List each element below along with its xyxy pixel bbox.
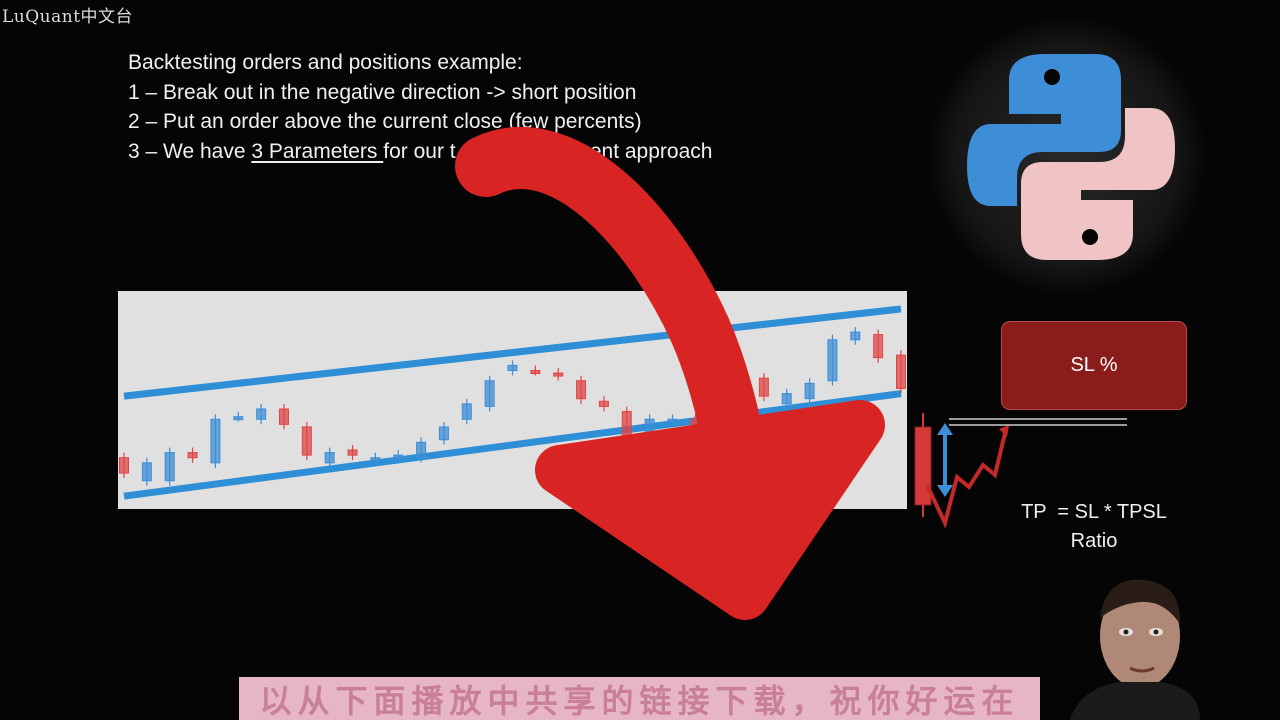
candle: [553, 368, 564, 381]
candle-body: [461, 403, 472, 420]
candle-body: [667, 418, 678, 423]
candle: [141, 457, 152, 486]
candle: [301, 421, 312, 461]
candle-body: [484, 380, 495, 407]
candle: [507, 360, 518, 376]
candle: [896, 350, 906, 394]
candle-body: [233, 416, 244, 421]
candle: [438, 421, 449, 445]
candle: [873, 329, 884, 363]
subtitle-bar: 以从下面播放中共享的链接下载，祝你好运在: [239, 677, 1040, 720]
bullet-3-suffix: for our t anagement approach: [383, 139, 713, 163]
candle: [827, 334, 838, 386]
candle: [324, 447, 335, 468]
candle-body: [507, 364, 518, 372]
sl-label: SL %: [1070, 354, 1118, 376]
candle: [278, 403, 289, 430]
candle: [393, 450, 404, 463]
candle-body: [187, 452, 198, 459]
candle-body: [896, 354, 906, 389]
candle-body: [690, 418, 701, 428]
candle-body: [530, 370, 541, 375]
candle: [667, 414, 678, 425]
candle: [758, 373, 769, 402]
tp-formula-line2: Ratio: [1070, 530, 1118, 552]
candle-body: [438, 426, 449, 441]
candle-body: [713, 418, 724, 428]
bullet-3-prefix: 3 – We have: [128, 139, 252, 163]
candle: [621, 406, 632, 448]
candlestick-chart-panel: [118, 291, 907, 509]
candle-body: [804, 382, 815, 400]
candle-body: [347, 449, 358, 456]
sl-percent-box: SL %: [1001, 321, 1187, 410]
candlestick-chart: [119, 305, 906, 500]
candle: [119, 452, 129, 479]
candle: [347, 445, 358, 461]
candle: [736, 373, 747, 425]
candle: [370, 452, 381, 463]
candle-body: [781, 393, 792, 405]
candle: [164, 447, 175, 486]
candle-body: [553, 372, 564, 377]
candle-body: [324, 452, 335, 464]
channel-watermark: LuQuant中文台: [2, 7, 134, 27]
candle-body: [370, 457, 381, 462]
candle: [530, 365, 541, 376]
python-logo-icon: [927, 16, 1207, 296]
candle: [804, 378, 815, 404]
candle-body: [736, 377, 747, 420]
candle-body: [393, 454, 404, 459]
bullet-3-underlined: 3 Parameters: [251, 139, 384, 163]
candle-body: [873, 334, 884, 359]
candle: [461, 398, 472, 425]
candle: [210, 414, 221, 468]
candle: [187, 447, 198, 463]
candle-body: [598, 400, 609, 407]
price-path-line: [925, 432, 1007, 529]
candle-body: [416, 441, 427, 459]
candle-body: [850, 331, 861, 341]
candle: [256, 403, 267, 425]
candle-body: [644, 418, 655, 438]
candle: [484, 375, 495, 412]
subtitle-text: 以从下面播放中共享的链接下载，祝你好运在: [259, 681, 1020, 720]
candle-body: [758, 377, 769, 397]
slide-bullet-3: 3 – We have 3 Parameters for our t anage…: [128, 137, 712, 167]
candle-body: [210, 418, 221, 464]
tp-formula-line1: TP = SL * TPSL: [1021, 501, 1167, 523]
tp-sl-diagram: [914, 413, 1127, 529]
candle-body: [164, 452, 175, 482]
slide-bullet-2: 2 – Put an order above the current close…: [128, 110, 642, 133]
candle: [233, 411, 244, 422]
tp-formula: TP = SL * TPSL Ratio: [1008, 498, 1180, 556]
slide-bullet-1: 1 – Break out in the negative direction …: [128, 80, 637, 104]
presenter-webcam: [1070, 579, 1200, 720]
candle-body: [301, 426, 312, 456]
candle-body: [119, 457, 129, 474]
channel-lower-line: [123, 390, 902, 500]
candle-body: [827, 339, 838, 382]
short-entry-candle: [914, 426, 932, 506]
candle-body: [278, 408, 289, 425]
candle-body: [621, 411, 632, 443]
candle-body: [256, 408, 267, 420]
candle-body: [141, 462, 152, 482]
candle: [850, 327, 861, 345]
candle: [598, 396, 609, 412]
candle: [644, 414, 655, 443]
candle: [416, 437, 427, 463]
slide-bullet-list: Backtesting orders and positions example…: [128, 48, 712, 166]
candle-body: [576, 380, 587, 400]
channel-upper-line: [123, 305, 902, 400]
candle: [576, 375, 587, 404]
slide-heading: Backtesting orders and positions example…: [128, 51, 523, 74]
